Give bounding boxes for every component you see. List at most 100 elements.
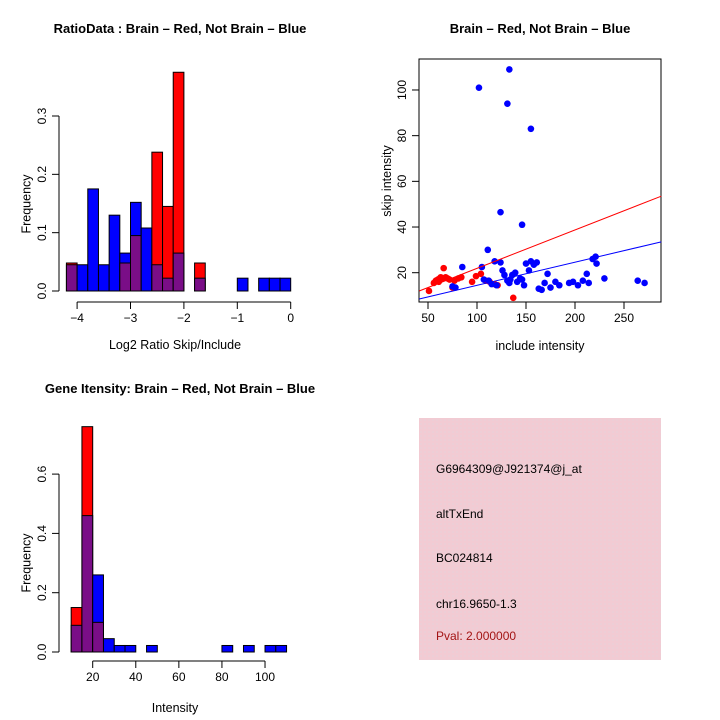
hist-bar-overlap bbox=[81, 515, 94, 653]
scatter-point bbox=[538, 286, 545, 294]
scatter-point bbox=[425, 287, 433, 295]
y-tick-label: 20 bbox=[395, 266, 409, 280]
scatter-point bbox=[583, 270, 591, 278]
x-tick-label: 200 bbox=[565, 311, 585, 325]
scatter-point bbox=[569, 278, 577, 286]
y-tick-label: 0.0 bbox=[35, 282, 49, 299]
x-tick-label: 150 bbox=[516, 311, 536, 325]
scatter-point bbox=[601, 275, 608, 282]
ratio-histogram-plot: −4 −3 −2 −1 0 0.0 0.1 0.2 0.3 bbox=[35, 71, 294, 325]
gene-histogram-xlabel: Intensity bbox=[151, 701, 199, 715]
hist-bar-overlap bbox=[151, 264, 164, 292]
scatter-point bbox=[541, 279, 548, 287]
y-tick-label: 0.6 bbox=[35, 465, 49, 482]
x-tick-label: 20 bbox=[86, 670, 100, 684]
scatter-point bbox=[533, 259, 541, 266]
ratio-histogram-title: RatioData : Brain – Red, Not Brain – Blu… bbox=[53, 21, 307, 36]
hist-bar bbox=[236, 277, 249, 292]
gene-histogram-title: Gene Itensity: Brain – Red, Not Brain – … bbox=[44, 381, 316, 396]
y-tick-label: 60 bbox=[395, 174, 409, 188]
info-panel: G6964309@J921374@j_at altTxEnd BC024814 … bbox=[360, 360, 720, 720]
scatter-point bbox=[504, 100, 511, 107]
hist-bar bbox=[140, 227, 153, 292]
x-tick-label: −1 bbox=[230, 311, 244, 325]
scatter-point bbox=[592, 253, 599, 261]
scatter-point bbox=[477, 270, 485, 278]
scatter-xlabel: include intensity bbox=[495, 339, 585, 353]
hist-bar bbox=[87, 188, 99, 292]
hist-bar-overlap bbox=[119, 262, 131, 292]
hist-bar bbox=[124, 644, 137, 653]
hist-bar bbox=[242, 644, 255, 653]
ratio-histogram-xlabel: Log2 Ratio Skip/Include bbox=[108, 338, 242, 352]
scatter-point bbox=[493, 281, 500, 289]
hist-bar-overlap bbox=[172, 252, 185, 292]
hist-bar bbox=[275, 644, 288, 653]
hist-bar-overlap bbox=[194, 277, 206, 292]
scatter-ylabel: skip intensity bbox=[380, 144, 394, 217]
x-tick-label: 60 bbox=[172, 670, 186, 684]
scatter-point bbox=[522, 260, 530, 267]
scatter-point bbox=[593, 260, 600, 267]
scatter-point bbox=[527, 125, 535, 133]
hist-bar bbox=[97, 264, 110, 292]
scatter-point bbox=[459, 263, 466, 271]
scatter-point bbox=[472, 272, 480, 280]
y-tick-label: 0.0 bbox=[35, 643, 49, 660]
y-tick-label: 100 bbox=[395, 80, 409, 100]
x-tick-label: −4 bbox=[70, 311, 84, 325]
scatter-point bbox=[544, 270, 551, 278]
x-tick-label: 250 bbox=[614, 311, 634, 325]
hist-bar-overlap bbox=[92, 621, 104, 653]
hist-bar bbox=[264, 644, 277, 653]
scatter-point bbox=[506, 66, 513, 73]
hist-bar bbox=[76, 264, 89, 292]
scatter-point bbox=[556, 281, 563, 289]
scatter-point bbox=[518, 221, 526, 229]
pval-text: Pval: 2.000000 bbox=[436, 629, 517, 643]
not-brain-fit-line bbox=[419, 241, 662, 300]
scatter-point bbox=[520, 281, 528, 289]
hist-bar bbox=[102, 638, 115, 653]
scatter-point bbox=[509, 294, 517, 302]
scatter-point bbox=[574, 281, 582, 289]
x-tick-label: 100 bbox=[255, 670, 275, 684]
hist-bar-overlap bbox=[162, 277, 174, 292]
probe-id-text: G6964309@J921374@j_at bbox=[436, 462, 582, 476]
y-tick-label: 40 bbox=[395, 220, 409, 234]
x-tick-label: −3 bbox=[124, 311, 138, 325]
plot-frame bbox=[418, 58, 662, 303]
y-tick-label: 0.2 bbox=[35, 166, 49, 183]
hist-bar bbox=[268, 277, 281, 292]
scatter-point bbox=[525, 267, 533, 274]
scatter-point bbox=[501, 271, 508, 279]
scatter-point bbox=[518, 276, 526, 283]
scatter-point bbox=[440, 264, 447, 272]
scatter-point bbox=[641, 279, 648, 287]
hist-bar bbox=[258, 277, 270, 292]
scatter-point bbox=[634, 277, 642, 284]
y-tick-label: 0.2 bbox=[35, 584, 49, 601]
scatter-point bbox=[547, 284, 554, 291]
scatter-point bbox=[497, 208, 504, 216]
hist-bar bbox=[221, 644, 234, 653]
x-tick-label: 50 bbox=[421, 311, 435, 325]
brain-fit-line bbox=[418, 195, 662, 292]
x-tick-label: 40 bbox=[129, 670, 143, 684]
scatter-title: Brain – Red, Not Brain – Blue bbox=[449, 21, 631, 36]
y-tick-label: 80 bbox=[395, 129, 409, 143]
x-tick-label: 100 bbox=[467, 311, 487, 325]
gene-histogram-ylabel: Frequency bbox=[20, 533, 34, 593]
scatter-point bbox=[452, 284, 459, 291]
ratio-histogram-panel: RatioData : Brain – Red, Not Brain – Blu… bbox=[0, 0, 360, 360]
hist-bar bbox=[279, 277, 292, 292]
gene-histogram-plot: 20 40 60 80 100 0.0 0.2 0.4 0.6 bbox=[35, 426, 288, 684]
scatter-point bbox=[468, 278, 476, 286]
locus-text: chr16.9650-1.3 bbox=[436, 597, 517, 611]
scatter-point bbox=[484, 246, 492, 254]
hist-bar bbox=[113, 644, 126, 653]
y-tick-label: 0.4 bbox=[35, 525, 49, 542]
ratio-histogram-ylabel: Frequency bbox=[20, 173, 34, 234]
hist-bar bbox=[108, 214, 121, 292]
